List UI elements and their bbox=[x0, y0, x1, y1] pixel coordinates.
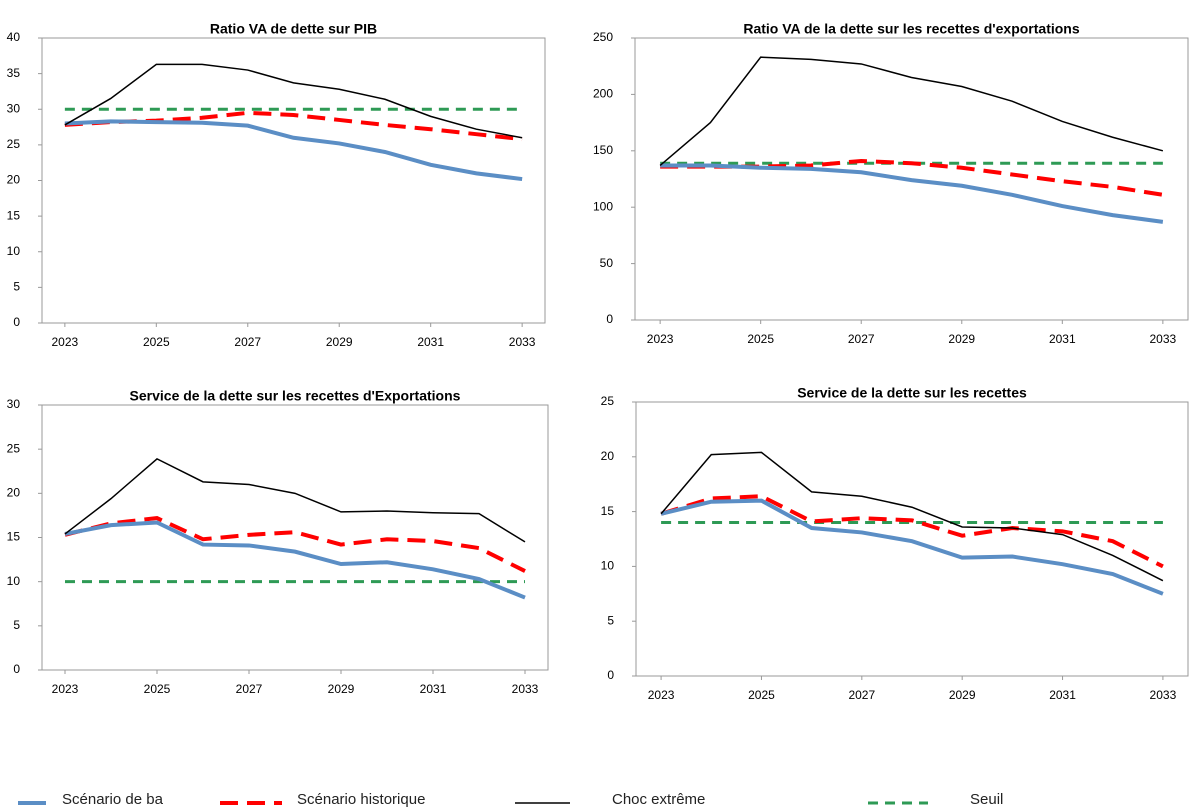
x-tick-label: 2031 bbox=[1049, 332, 1076, 346]
x-tick-label: 2027 bbox=[234, 335, 261, 349]
x-tick-label: 2029 bbox=[328, 682, 355, 696]
y-tick-label: 0 bbox=[13, 662, 20, 676]
y-tick-label: 20 bbox=[7, 486, 21, 500]
plot-frame bbox=[635, 401, 1189, 677]
x-tick-label: 2025 bbox=[144, 682, 171, 696]
legend-label: Seuil bbox=[970, 791, 1003, 808]
y-tick-label: 5 bbox=[13, 618, 20, 632]
y-tick-label: 50 bbox=[600, 256, 614, 270]
legend-label: Scénario historique bbox=[297, 791, 425, 808]
y-tick-label: 20 bbox=[7, 173, 21, 187]
y-tick-label: 30 bbox=[7, 101, 21, 115]
x-tick-label: 2023 bbox=[648, 688, 675, 702]
series-line bbox=[64, 110, 523, 142]
x-tick-label: 2031 bbox=[417, 335, 444, 349]
plot-frame bbox=[41, 37, 546, 324]
y-tick-label: 10 bbox=[7, 244, 21, 258]
y-tick-label: 20 bbox=[601, 449, 615, 463]
y-tick-label: 250 bbox=[593, 30, 613, 44]
x-tick-label: 2029 bbox=[326, 335, 353, 349]
y-tick-label: 15 bbox=[7, 208, 21, 222]
series-line bbox=[64, 457, 526, 543]
series-line bbox=[64, 63, 523, 139]
series-line bbox=[64, 520, 526, 600]
y-tick-label: 5 bbox=[13, 280, 20, 294]
x-tick-label: 2025 bbox=[748, 688, 775, 702]
y-tick-label: 35 bbox=[7, 66, 21, 80]
chart-title: Service de la dette sur les recettes d'E… bbox=[130, 388, 461, 404]
y-tick-label: 15 bbox=[7, 530, 21, 544]
x-tick-label: 2023 bbox=[647, 332, 674, 346]
x-tick-label: 2029 bbox=[949, 688, 976, 702]
y-tick-label: 0 bbox=[607, 668, 614, 682]
series-line bbox=[660, 163, 1164, 224]
y-tick-label: 40 bbox=[7, 30, 21, 44]
y-tick-label: 30 bbox=[7, 397, 21, 411]
x-tick-label: 2023 bbox=[52, 335, 79, 349]
plot-frame bbox=[634, 37, 1189, 321]
chart-title: Service de la dette sur les recettes bbox=[797, 385, 1027, 401]
series-line bbox=[660, 451, 1164, 582]
series-line bbox=[660, 494, 1164, 569]
y-tick-label: 150 bbox=[593, 143, 613, 157]
y-tick-label: 25 bbox=[7, 137, 21, 151]
y-tick-label: 100 bbox=[593, 199, 613, 213]
x-tick-label: 2031 bbox=[420, 682, 447, 696]
series-line bbox=[64, 119, 523, 182]
y-tick-label: 0 bbox=[13, 315, 20, 329]
x-tick-label: 2025 bbox=[747, 332, 774, 346]
y-tick-label: 15 bbox=[601, 504, 615, 518]
y-tick-label: 25 bbox=[601, 394, 615, 408]
x-tick-label: 2023 bbox=[52, 682, 79, 696]
series-line bbox=[659, 56, 1164, 167]
y-tick-label: 200 bbox=[593, 87, 613, 101]
y-tick-label: 10 bbox=[7, 574, 21, 588]
chart-title: Ratio VA de la dette sur les recettes d'… bbox=[743, 21, 1080, 37]
series-line bbox=[64, 516, 526, 573]
y-tick-label: 25 bbox=[7, 441, 21, 455]
y-tick-label: 5 bbox=[607, 613, 614, 627]
y-tick-label: 10 bbox=[601, 559, 615, 573]
plot-frame bbox=[41, 404, 549, 671]
y-tick-label: 0 bbox=[606, 312, 613, 326]
x-tick-label: 2033 bbox=[1150, 688, 1177, 702]
x-tick-label: 2033 bbox=[509, 335, 536, 349]
x-tick-label: 2025 bbox=[143, 335, 170, 349]
x-tick-label: 2031 bbox=[1049, 688, 1076, 702]
series-line bbox=[660, 498, 1164, 596]
legend-label: Scénario de ba bbox=[62, 791, 164, 808]
x-tick-label: 2027 bbox=[236, 682, 263, 696]
x-tick-label: 2033 bbox=[512, 682, 539, 696]
chart-title: Ratio VA de dette sur PIB bbox=[210, 21, 377, 37]
x-tick-label: 2027 bbox=[848, 688, 875, 702]
x-tick-label: 2029 bbox=[948, 332, 975, 346]
x-tick-label: 2033 bbox=[1150, 332, 1177, 346]
legend-label: Choc extrême bbox=[612, 791, 705, 808]
x-tick-label: 2027 bbox=[848, 332, 875, 346]
